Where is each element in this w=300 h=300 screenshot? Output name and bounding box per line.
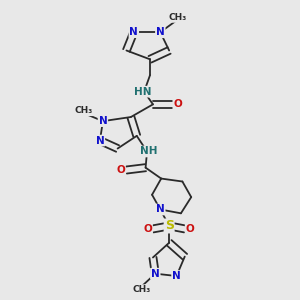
Text: N: N [129, 27, 138, 37]
Text: CH₃: CH₃ [75, 106, 93, 115]
Text: N: N [96, 136, 104, 146]
Text: N: N [151, 269, 160, 279]
Text: N: N [98, 116, 107, 126]
Text: N: N [172, 271, 181, 281]
Text: S: S [165, 220, 174, 232]
Text: NH: NH [140, 146, 157, 157]
Text: CH₃: CH₃ [169, 13, 187, 22]
Text: O: O [186, 224, 194, 234]
Text: CH₃: CH₃ [132, 285, 150, 294]
Text: O: O [116, 165, 125, 175]
Text: O: O [143, 224, 152, 234]
Text: N: N [156, 205, 165, 214]
Text: HN: HN [134, 87, 152, 97]
Text: O: O [174, 99, 182, 110]
Text: N: N [156, 27, 165, 37]
